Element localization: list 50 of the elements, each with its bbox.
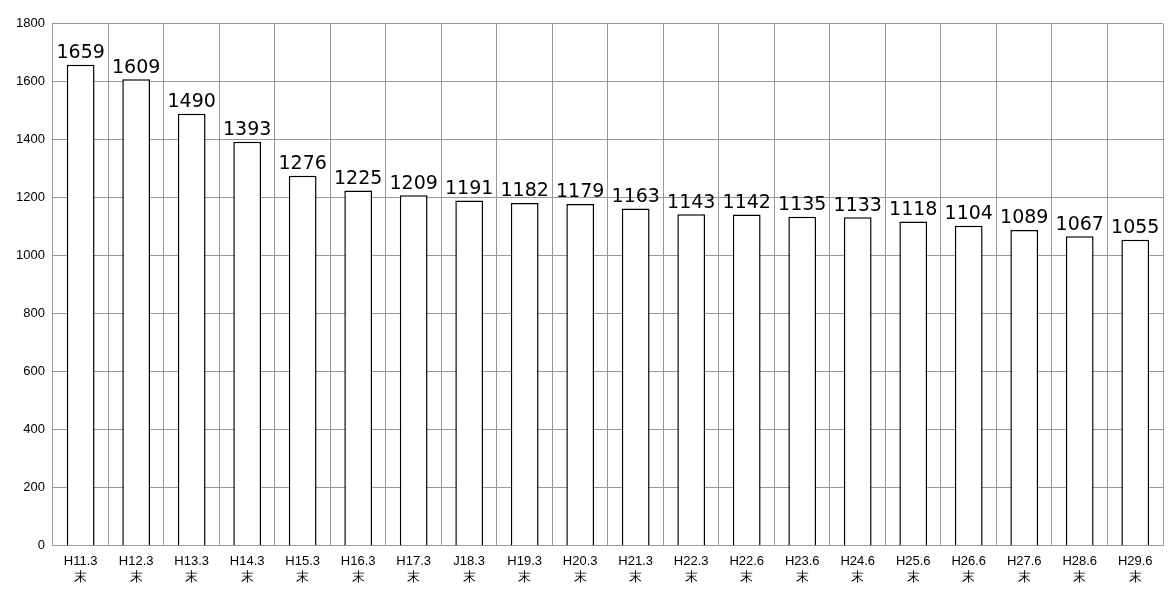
data-label: 1163: [611, 183, 660, 206]
x-tick-label: H25.6 末: [895, 553, 931, 584]
data-label: 1089: [1000, 205, 1049, 228]
data-label: 1393: [223, 117, 272, 140]
data-label: 1142: [722, 190, 771, 213]
x-tick-label: H15.3 末: [285, 553, 321, 584]
x-tick-label: H22.3 末: [673, 553, 709, 584]
y-tick-label: 1000: [16, 247, 45, 263]
x-tick-label: H28.6 末: [1062, 553, 1098, 584]
data-label: 1225: [334, 165, 383, 188]
data-label: 1182: [500, 178, 549, 201]
data-label: 1135: [778, 192, 827, 215]
data-label: 1143: [667, 189, 716, 212]
y-tick-label: 800: [23, 305, 45, 321]
data-label: 1067: [1055, 211, 1104, 234]
x-tick-label: H22.6 末: [729, 553, 765, 584]
data-label: 1209: [389, 170, 438, 193]
x-tick-label: H21.3 末: [618, 553, 654, 584]
x-tick-label: H20.3 末: [562, 553, 598, 584]
x-tick-label: H14.3 末: [229, 553, 265, 584]
x-tick-label: H16.3 末: [340, 553, 376, 584]
x-tick-label: H23.6 末: [784, 553, 820, 584]
y-tick-label: 1800: [16, 15, 45, 31]
x-tick-label: H26.6 末: [951, 553, 987, 584]
x-tick-label: H27.6 末: [1006, 553, 1042, 584]
data-label: 1490: [167, 89, 216, 112]
data-label: 1659: [56, 40, 105, 63]
data-label: 1133: [833, 192, 882, 215]
data-label: 1179: [556, 179, 605, 202]
data-label: 1118: [889, 197, 938, 220]
x-tick-label: H24.6 末: [840, 553, 876, 584]
y-tick-label: 200: [23, 479, 45, 495]
y-tick-label: 600: [23, 363, 45, 379]
x-tick-label: H29.6 末: [1117, 553, 1153, 584]
y-tick-label: 1400: [16, 131, 45, 147]
x-tick-label: H13.3 末: [174, 553, 210, 584]
data-label: 1609: [112, 54, 161, 77]
x-tick-label: H11.3 末: [63, 553, 98, 584]
data-label: 1055: [1111, 215, 1160, 238]
x-tick-label: H19.3 末: [507, 553, 543, 584]
y-tick-label: 1200: [16, 189, 45, 205]
y-tick-label: 0: [37, 537, 45, 553]
x-tick-label: J18.3 末: [453, 553, 486, 584]
x-tick-label: H12.3 末: [118, 553, 154, 584]
data-label: 1104: [944, 201, 993, 224]
x-tick-label: H17.3 末: [396, 553, 432, 584]
y-tick-label: 400: [23, 421, 45, 437]
data-label: 1276: [278, 151, 327, 174]
y-tick-label: 1600: [16, 73, 45, 89]
data-label: 1191: [445, 175, 494, 198]
